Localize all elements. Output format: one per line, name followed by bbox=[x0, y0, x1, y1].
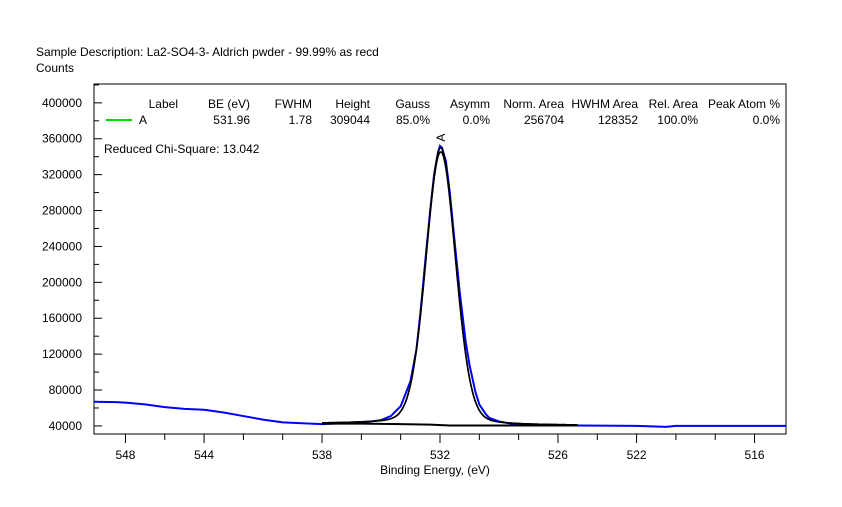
table-cell: 85.0% bbox=[396, 113, 430, 127]
y-tick-label: 240000 bbox=[42, 239, 82, 253]
y-tick-label: 320000 bbox=[42, 168, 82, 182]
table-header: Gauss bbox=[395, 97, 430, 111]
table-cell: 0.0% bbox=[463, 113, 491, 127]
table-cell: 531.96 bbox=[213, 113, 250, 127]
table-cell: 128352 bbox=[598, 113, 638, 127]
table-cell: 100.0% bbox=[657, 113, 698, 127]
table-cell: 0.0% bbox=[753, 113, 781, 127]
table-cell: A bbox=[139, 113, 147, 127]
table-header: Height bbox=[335, 97, 370, 111]
table-cell: 256704 bbox=[524, 113, 564, 127]
table-header: BE (eV) bbox=[208, 97, 250, 111]
y-tick-label: 360000 bbox=[42, 132, 82, 146]
x-axis-title: Binding Energy, (eV) bbox=[380, 463, 490, 477]
chi-square: Reduced Chi-Square: 13.042 bbox=[104, 142, 260, 156]
x-tick-label: 548 bbox=[115, 448, 135, 462]
y-tick-label: 40000 bbox=[49, 419, 83, 433]
x-tick-label: 544 bbox=[194, 448, 214, 462]
y-tick-label: 280000 bbox=[42, 204, 82, 218]
table-header: Label bbox=[149, 97, 178, 111]
y-tick-label: 120000 bbox=[42, 347, 82, 361]
table-header: Peak Atom % bbox=[708, 97, 780, 111]
background-line bbox=[322, 422, 578, 427]
fit-envelope bbox=[322, 146, 578, 426]
table-header: Norm. Area bbox=[503, 97, 564, 111]
y-axis-label: Counts bbox=[36, 61, 75, 75]
peak-marker-a: A bbox=[434, 134, 448, 142]
y-tick-label: 200000 bbox=[42, 275, 82, 289]
table-header: Asymm bbox=[450, 97, 490, 111]
y-tick-label: 160000 bbox=[42, 311, 82, 325]
x-tick-label: 516 bbox=[745, 448, 765, 462]
table-cell: 1.78 bbox=[289, 113, 313, 127]
x-tick-label: 522 bbox=[627, 448, 647, 462]
table-header: FWHM bbox=[275, 97, 312, 111]
table-cell: 309044 bbox=[330, 113, 370, 127]
table-header: Rel. Area bbox=[649, 97, 699, 111]
y-tick-label: 80000 bbox=[49, 383, 83, 397]
x-tick-label: 538 bbox=[312, 448, 332, 462]
y-tick-label: 400000 bbox=[42, 96, 82, 110]
sample-description: Sample Description: La2-SO4-3- Aldrich p… bbox=[36, 45, 379, 59]
table-header: HWHM Area bbox=[571, 97, 638, 111]
x-tick-label: 526 bbox=[548, 448, 568, 462]
x-tick-label: 532 bbox=[430, 448, 450, 462]
spectrum-line bbox=[93, 144, 786, 428]
